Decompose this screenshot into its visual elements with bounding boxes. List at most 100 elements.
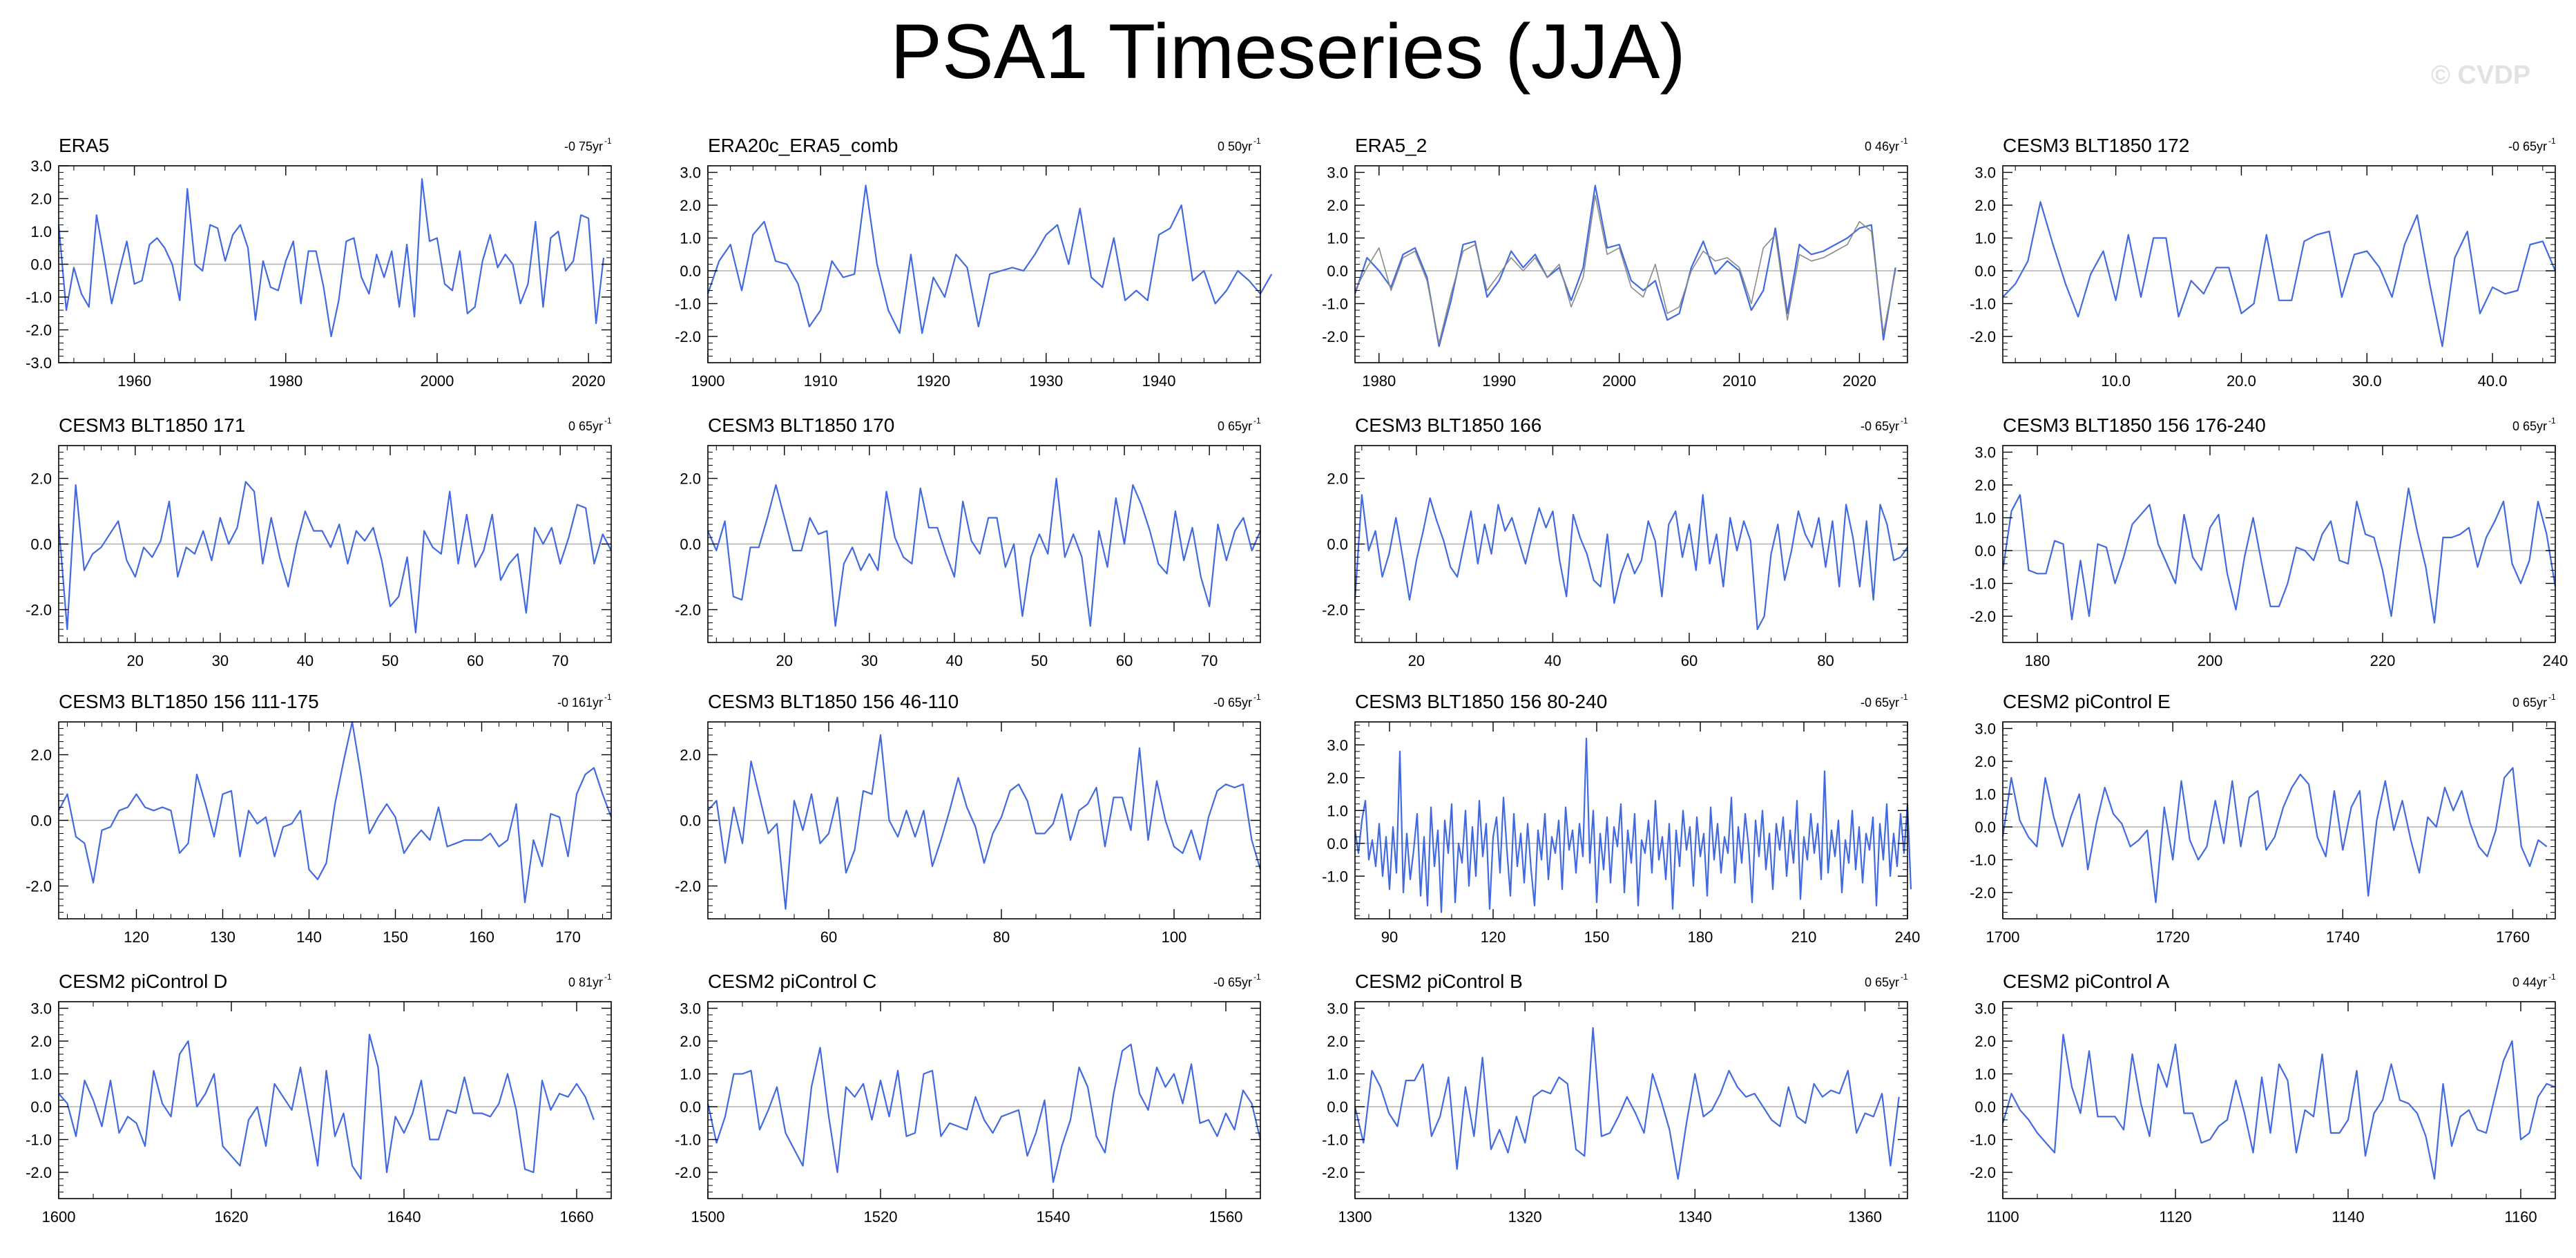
trend-label: -0 65yr [1861,419,1899,433]
chart-panel-14: CESM2 piControl B 0 65yr -1 -2.0 -1.0 0.0 1.0 2… [1322,971,1908,1226]
y-tick-label: 0.0 [1327,263,1348,280]
data-series-line-0 [2002,201,2557,347]
y-tick-label: 0.0 [1974,263,1996,280]
y-tick-label: -2.0 [1322,1164,1348,1181]
data-series-line-0 [57,481,612,633]
chart-title: CESM3 BLT1850 171 [59,414,245,436]
chart-panel-4: CESM3 BLT1850 171 0 65yr -1 -2.0 0.0 2.0 20 30 4… [26,414,612,669]
data-series-line-0 [1354,494,1908,631]
x-tick-label: 1910 [804,372,838,390]
chart-panel-11: CESM2 piControl E 0 65yr -1 -2.0 -1.0 0.0 1.0 2… [1970,691,2556,946]
y-tick-label: 1.0 [1974,1066,1996,1083]
y-tick-label: 2.0 [680,197,701,214]
x-tick-label: 1920 [916,372,950,390]
trend-exponent: -1 [604,972,612,982]
y-tick-label: 0.0 [30,536,52,553]
x-tick-label: 30.0 [2352,372,2382,390]
x-tick-label: 1120 [2159,1208,2191,1226]
y-tick-label: 2.0 [30,1033,52,1050]
y-tick-label: 2.0 [1974,197,1996,214]
x-tick-label: 80 [993,928,1010,946]
x-tick-label: 20.0 [2227,372,2256,390]
y-tick-label: 2.0 [680,470,701,488]
data-series-line-0 [2001,1033,2556,1180]
trend-exponent: -1 [1253,136,1261,146]
y-tick-label: 2.0 [1327,470,1348,488]
trend-exponent: -1 [604,692,612,702]
x-tick-label: 1740 [2326,928,2360,946]
x-tick-label: 40 [946,652,963,669]
y-tick-label: 2.0 [30,470,52,488]
x-tick-label: 30 [212,652,229,669]
trend-label: -0 161yr [557,696,603,709]
x-tick-label: 210 [1791,928,1817,946]
chart-panel-3: CESM3 BLT1850 172 -0 65yr -1 -2.0 -1.0 0.0 1.0… [1970,135,2557,390]
chart-panel-12: CESM2 piControl D 0 81yr -1 -2.0 -1.0 0.0 1.0 2… [26,971,612,1226]
data-series-line-0 [707,734,1262,910]
y-tick-label: 3.0 [1974,1000,1996,1018]
y-tick-label: 3.0 [1327,1000,1348,1018]
y-tick-label: 0.0 [1327,835,1348,852]
x-tick-label: 120 [1481,928,1506,946]
x-tick-label: 2010 [1722,372,1756,390]
trend-exponent: -1 [1901,416,1908,426]
y-tick-label: -1.0 [1970,296,1996,313]
trend-exponent: -1 [2548,972,2556,982]
y-tick-label: -1.0 [675,296,701,313]
trend-label: 0 65yr [2512,419,2547,433]
y-tick-label: 0.0 [680,812,701,830]
plot-frame [1354,1001,1908,1199]
x-tick-label: 1700 [1986,928,2020,946]
trend-label: 0 65yr [2512,696,2547,709]
x-tick-label: 20 [127,652,144,669]
data-series-line-0 [57,178,605,338]
x-tick-label: 200 [2198,652,2223,669]
plot-frame [1354,165,1908,363]
trend-exponent: -1 [1901,692,1908,702]
chart-title: CESM2 piControl A [2003,971,2170,992]
x-tick-label: 30 [861,652,878,669]
y-tick-label: 1.0 [1327,1066,1348,1083]
chart-panel-8: CESM3 BLT1850 156 111-175 -0 161yr -1 -2.0 0… [26,691,613,946]
x-tick-label: 1660 [560,1208,594,1226]
x-tick-label: 2000 [1602,372,1636,390]
y-tick-label: 3.0 [30,158,52,175]
x-tick-label: 60 [1116,652,1133,669]
y-tick-label: 0.0 [1974,1098,1996,1116]
y-tick-label: -2.0 [26,878,52,895]
y-tick-label: -2.0 [1322,602,1348,619]
chart-title: CESM3 BLT1850 156 80-240 [1355,691,1607,712]
y-tick-label: 1.0 [680,1066,701,1083]
x-tick-label: 1760 [2496,928,2530,946]
y-tick-label: 3.0 [680,164,701,182]
y-tick-label: -2.0 [1970,328,1996,345]
x-tick-label: 150 [1584,928,1610,946]
y-tick-label: 0.0 [1974,542,1996,560]
x-tick-label: 1300 [1338,1208,1372,1226]
plot-frame [707,1001,1261,1199]
x-tick-label: 1360 [1848,1208,1882,1226]
x-tick-label: 1500 [691,1208,725,1226]
chart-title: CESM3 BLT1850 156 176-240 [2003,414,2266,436]
trend-exponent: -1 [1253,416,1261,426]
data-series-line-0 [2001,767,2548,904]
x-tick-label: 1980 [1362,372,1396,390]
trend-exponent: -1 [2548,136,2556,146]
x-tick-label: 2000 [420,372,454,390]
plot-frame [1354,721,1908,919]
y-tick-label: -2.0 [26,1164,52,1181]
trend-label: 0 81yr [568,975,603,989]
y-tick-label: 3.0 [1327,736,1348,754]
y-tick-label: 2.0 [1327,197,1348,214]
trend-exponent: -1 [1253,692,1261,702]
chart-title: CESM2 piControl B [1355,971,1523,992]
chart-title: ERA5 [59,135,109,156]
plot-frame [58,1001,612,1199]
chart-panel-9: CESM3 BLT1850 156 46-110 -0 65yr -1 -2.0 0.0… [675,691,1262,946]
data-series-line-0 [707,1043,1262,1183]
x-tick-label: 50 [1031,652,1048,669]
trend-label: -0 65yr [1213,975,1252,989]
trend-exponent: -1 [604,416,612,426]
trend-label: 0 46yr [1865,140,1899,153]
trend-label: -0 65yr [1861,696,1899,709]
